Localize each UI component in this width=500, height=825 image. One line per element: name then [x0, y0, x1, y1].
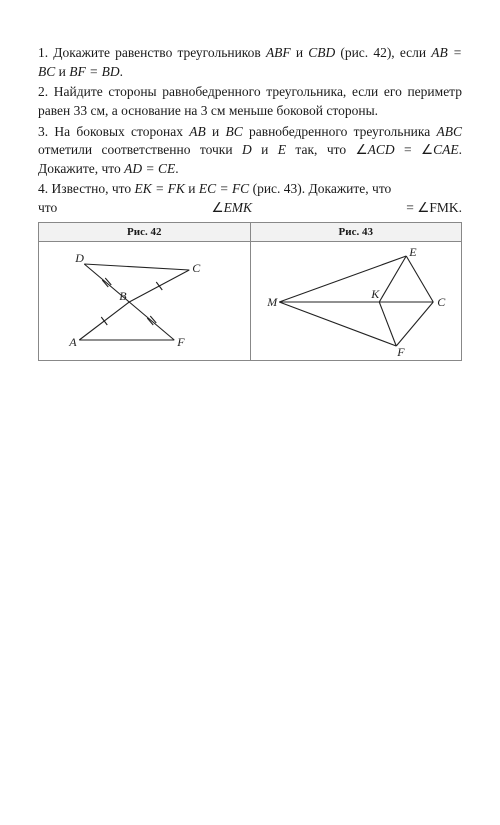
p4-angle-2: FMK. — [429, 200, 462, 215]
fig42-label-a: A — [68, 335, 77, 349]
problem-1-number: 1. — [38, 45, 48, 60]
problem-3-number: 3. — [38, 124, 48, 139]
problem-4: 4. Известно, что EK = FK и EC = FC (рис.… — [38, 180, 462, 199]
p3-tri: ABC — [437, 124, 463, 139]
p3-text-b: и — [206, 124, 226, 139]
p3-point-e: E — [278, 142, 286, 157]
p4-text-c: (рис. 43). Докажите, что — [249, 181, 391, 196]
p3-text-d: отметили соответственно точки — [38, 142, 242, 157]
problem-2: 2. Найдите стороны равнобедренного треуг… — [38, 83, 462, 120]
p1-text-d: и — [55, 64, 69, 79]
p3-angle-2: CAE — [433, 142, 459, 157]
p4-text-a: Известно, что — [48, 181, 134, 196]
p4-eq-2: EC = FC — [199, 181, 249, 196]
p3-text-e: и — [252, 142, 278, 157]
p2-text: Найдите стороны равнобедренного треуголь… — [38, 84, 462, 118]
p1-text-c: (рис. 42), если — [335, 45, 431, 60]
p3-eq: AD = CE — [124, 161, 175, 176]
p3-point-d: D — [242, 142, 252, 157]
fig42-caption: Рис. 42 — [39, 222, 251, 241]
figures-table: Рис. 42 Рис. 43 — [38, 222, 462, 361]
fig42-label-c: C — [192, 261, 201, 275]
fig43-label-e: E — [408, 245, 417, 259]
p4-angle-1: ∠EMK — [211, 200, 252, 215]
p4-eq-1: EK = FK — [134, 181, 184, 196]
p4-eq-sign: = ∠ — [406, 200, 429, 215]
p1-text-b: и — [291, 45, 309, 60]
p3-side-1: AB — [189, 124, 206, 139]
p3-text-i: . — [175, 161, 178, 176]
p3-text-a: На боковых сторонах — [48, 124, 189, 139]
p1-eq-2: BF = BD — [69, 64, 119, 79]
p1-text-e: . — [120, 64, 123, 79]
fig42-cell: A F D C B — [39, 241, 251, 360]
p3-angle-1: ACD — [368, 142, 395, 157]
problem-3: 3. На боковых сторонах AB и BC равнобедр… — [38, 123, 462, 179]
problem-1: 1. Докажите равенство треугольников ABF … — [38, 44, 462, 81]
fig43-label-f: F — [396, 345, 405, 359]
fig43-svg: M E C F K — [251, 242, 462, 360]
fig42-svg: A F D C B — [39, 242, 250, 360]
fig42-label-d: D — [74, 251, 84, 265]
p1-tri-2: CBD — [308, 45, 335, 60]
p3-text-c: равнобедренного треугольника — [243, 124, 437, 139]
p4-text-b: и — [185, 181, 199, 196]
page: 1. Докажите равенство треугольников A BF … — [0, 0, 500, 361]
fig43-label-c: C — [437, 295, 446, 309]
problem-4-line2: что ∠EMK = ∠FMK. — [38, 199, 462, 218]
p3-side-2: BC — [225, 124, 242, 139]
p1-tri-1: ABF — [266, 45, 291, 60]
p3-text-g: = ∠ — [395, 142, 434, 157]
fig43-label-k: K — [370, 287, 380, 301]
fig42-label-b: B — [119, 289, 127, 303]
p3-text-f: так, что ∠ — [286, 142, 368, 157]
fig43-label-m: M — [266, 295, 278, 309]
fig43-cell: M E C F K — [250, 241, 462, 360]
problem-2-number: 2. — [38, 84, 48, 99]
fig42-label-f: F — [176, 335, 185, 349]
problem-4-number: 4. — [38, 181, 48, 196]
p1-text-a: Докажите равенство треугольников — [48, 45, 266, 60]
p4-line2-a: что — [38, 199, 57, 218]
fig43-caption: Рис. 43 — [250, 222, 462, 241]
